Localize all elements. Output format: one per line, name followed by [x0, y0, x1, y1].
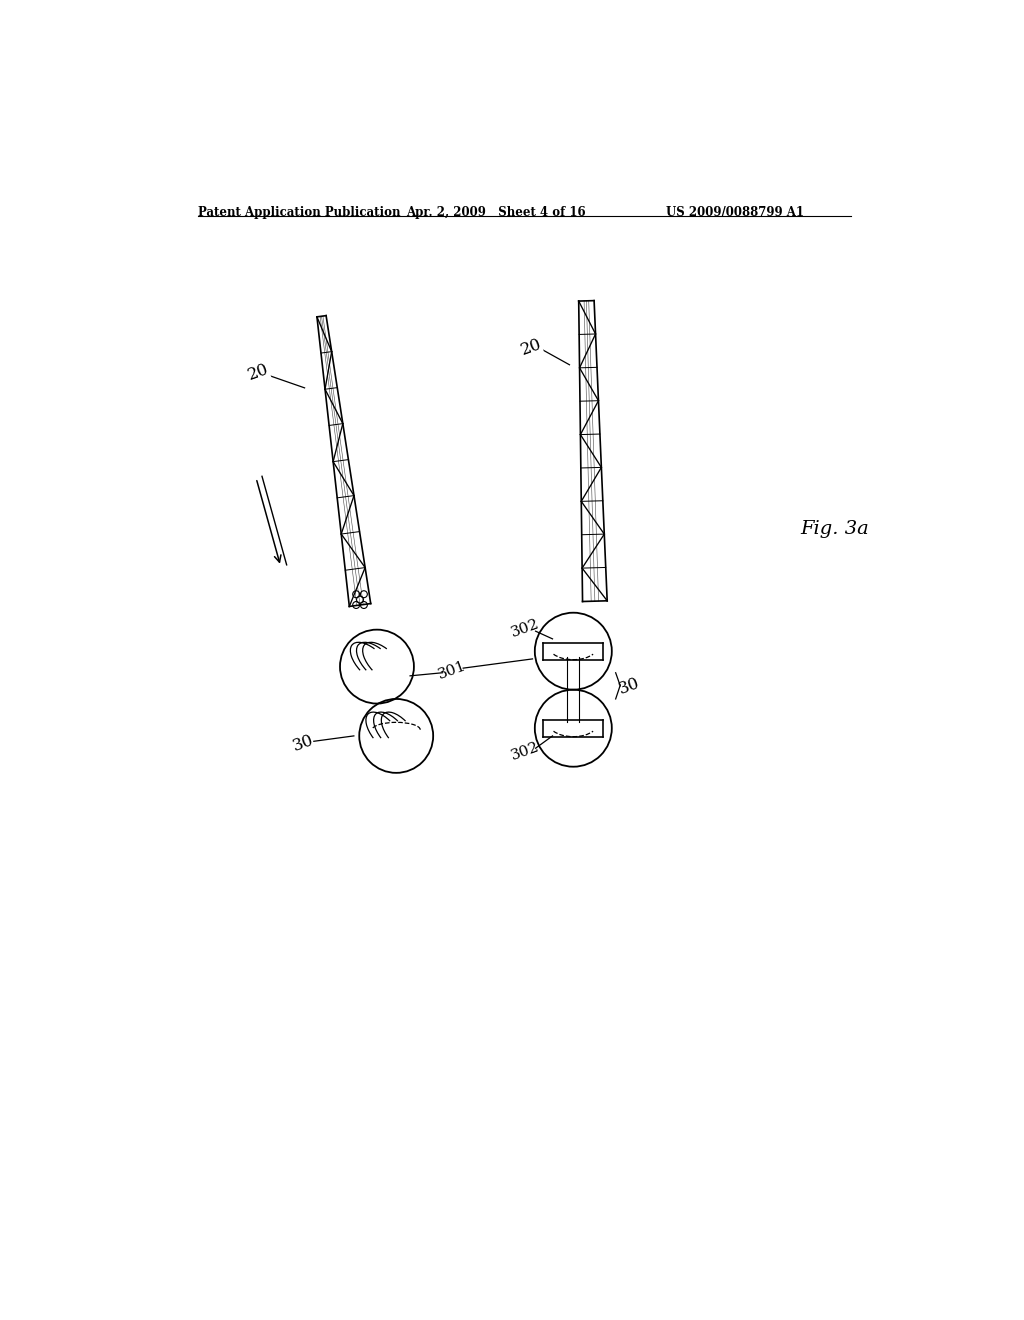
Text: US 2009/0088799 A1: US 2009/0088799 A1 — [666, 206, 804, 219]
Text: 301: 301 — [436, 659, 469, 682]
Text: Apr. 2, 2009   Sheet 4 of 16: Apr. 2, 2009 Sheet 4 of 16 — [407, 206, 586, 219]
Text: 20: 20 — [246, 360, 271, 384]
Text: Patent Application Publication: Patent Application Publication — [199, 206, 400, 219]
Text: 302: 302 — [509, 739, 541, 763]
Text: Fig. 3a: Fig. 3a — [801, 520, 869, 539]
Text: 302: 302 — [509, 616, 541, 640]
Text: 20: 20 — [518, 335, 544, 359]
Text: 30: 30 — [290, 733, 316, 755]
Text: 30: 30 — [616, 675, 642, 697]
